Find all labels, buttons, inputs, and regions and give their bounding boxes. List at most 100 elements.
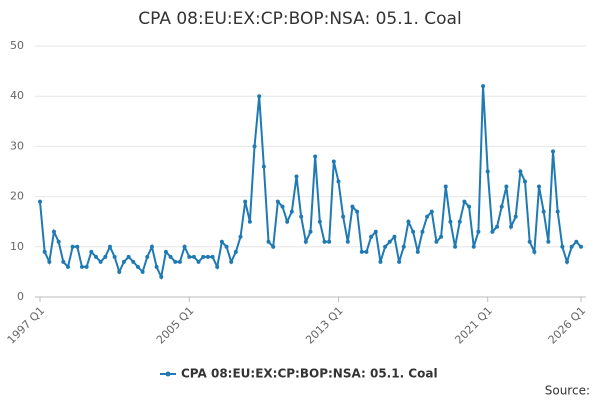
point [252, 144, 257, 149]
point [317, 219, 322, 224]
point [238, 234, 243, 239]
point [210, 254, 215, 259]
point [224, 244, 229, 249]
point [229, 259, 234, 264]
point [327, 239, 332, 244]
point [345, 239, 350, 244]
point [481, 84, 486, 89]
point [355, 209, 360, 214]
point [187, 254, 192, 259]
point [443, 184, 448, 189]
point [131, 259, 136, 264]
point [93, 254, 98, 259]
point [182, 244, 187, 249]
point [574, 239, 579, 244]
point [121, 259, 126, 264]
point [425, 214, 430, 219]
point [163, 249, 168, 254]
y-tick-label: 30 [10, 139, 24, 152]
point [294, 174, 299, 179]
point [378, 259, 383, 264]
point [373, 229, 378, 234]
point [112, 254, 117, 259]
point [579, 244, 583, 249]
x-tick-label: 1997 Q1 [5, 304, 48, 347]
point [401, 244, 406, 249]
point [271, 244, 276, 249]
point [359, 249, 364, 254]
point [555, 209, 560, 214]
point [275, 199, 280, 204]
point [313, 154, 318, 159]
x-tick-label: 2013 Q1 [303, 304, 346, 347]
point [350, 204, 355, 209]
point [518, 169, 523, 174]
point [299, 214, 304, 219]
point [429, 209, 434, 214]
point [341, 214, 346, 219]
point [280, 204, 285, 209]
point [383, 244, 388, 249]
point [467, 204, 472, 209]
source: Source: [545, 384, 590, 398]
y-tick-label: 50 [10, 39, 24, 52]
point [38, 199, 42, 204]
point [392, 234, 397, 239]
point [560, 244, 565, 249]
point [439, 234, 444, 239]
point [196, 259, 201, 264]
point [485, 169, 490, 174]
point [308, 229, 313, 234]
point [434, 239, 439, 244]
point [565, 259, 570, 264]
legend-label: CPA 08:EU:EX:CP:BOP:NSA: 05.1. Coal [181, 367, 438, 381]
point [233, 249, 238, 254]
point [387, 239, 392, 244]
point [103, 254, 108, 259]
point [551, 149, 556, 154]
point [173, 259, 178, 264]
point [285, 219, 290, 224]
point [420, 229, 425, 234]
point [364, 249, 369, 254]
y-tick-label: 40 [10, 89, 24, 102]
point [191, 254, 196, 259]
point [107, 244, 112, 249]
point [98, 259, 103, 264]
point [476, 229, 481, 234]
point [154, 264, 159, 269]
point [569, 244, 574, 249]
y-tick-label: 10 [10, 240, 24, 253]
point [266, 239, 271, 244]
point [546, 239, 551, 244]
point [75, 244, 80, 249]
line [39, 86, 582, 281]
point [145, 254, 150, 259]
point [89, 249, 94, 254]
point [471, 244, 476, 249]
point [79, 264, 84, 269]
point [289, 209, 294, 214]
point [499, 204, 504, 209]
legend-marker [165, 371, 171, 377]
point [219, 239, 224, 244]
point [135, 264, 140, 269]
x-tick-label: 2021 Q1 [452, 304, 495, 347]
point [56, 239, 61, 244]
point [177, 259, 182, 264]
point [257, 94, 262, 99]
point [61, 259, 66, 264]
point [168, 254, 173, 259]
chart-title: CPA 08:EU:EX:CP:BOP:NSA: 05.1. Coal [138, 9, 461, 29]
point [303, 239, 308, 244]
point [509, 224, 514, 229]
point [159, 274, 164, 279]
x-tick-label: 2026 Q1 [546, 304, 589, 347]
point [336, 179, 341, 184]
point [47, 259, 52, 264]
point [84, 264, 89, 269]
point [247, 219, 252, 224]
point [495, 224, 500, 229]
point [126, 254, 131, 259]
